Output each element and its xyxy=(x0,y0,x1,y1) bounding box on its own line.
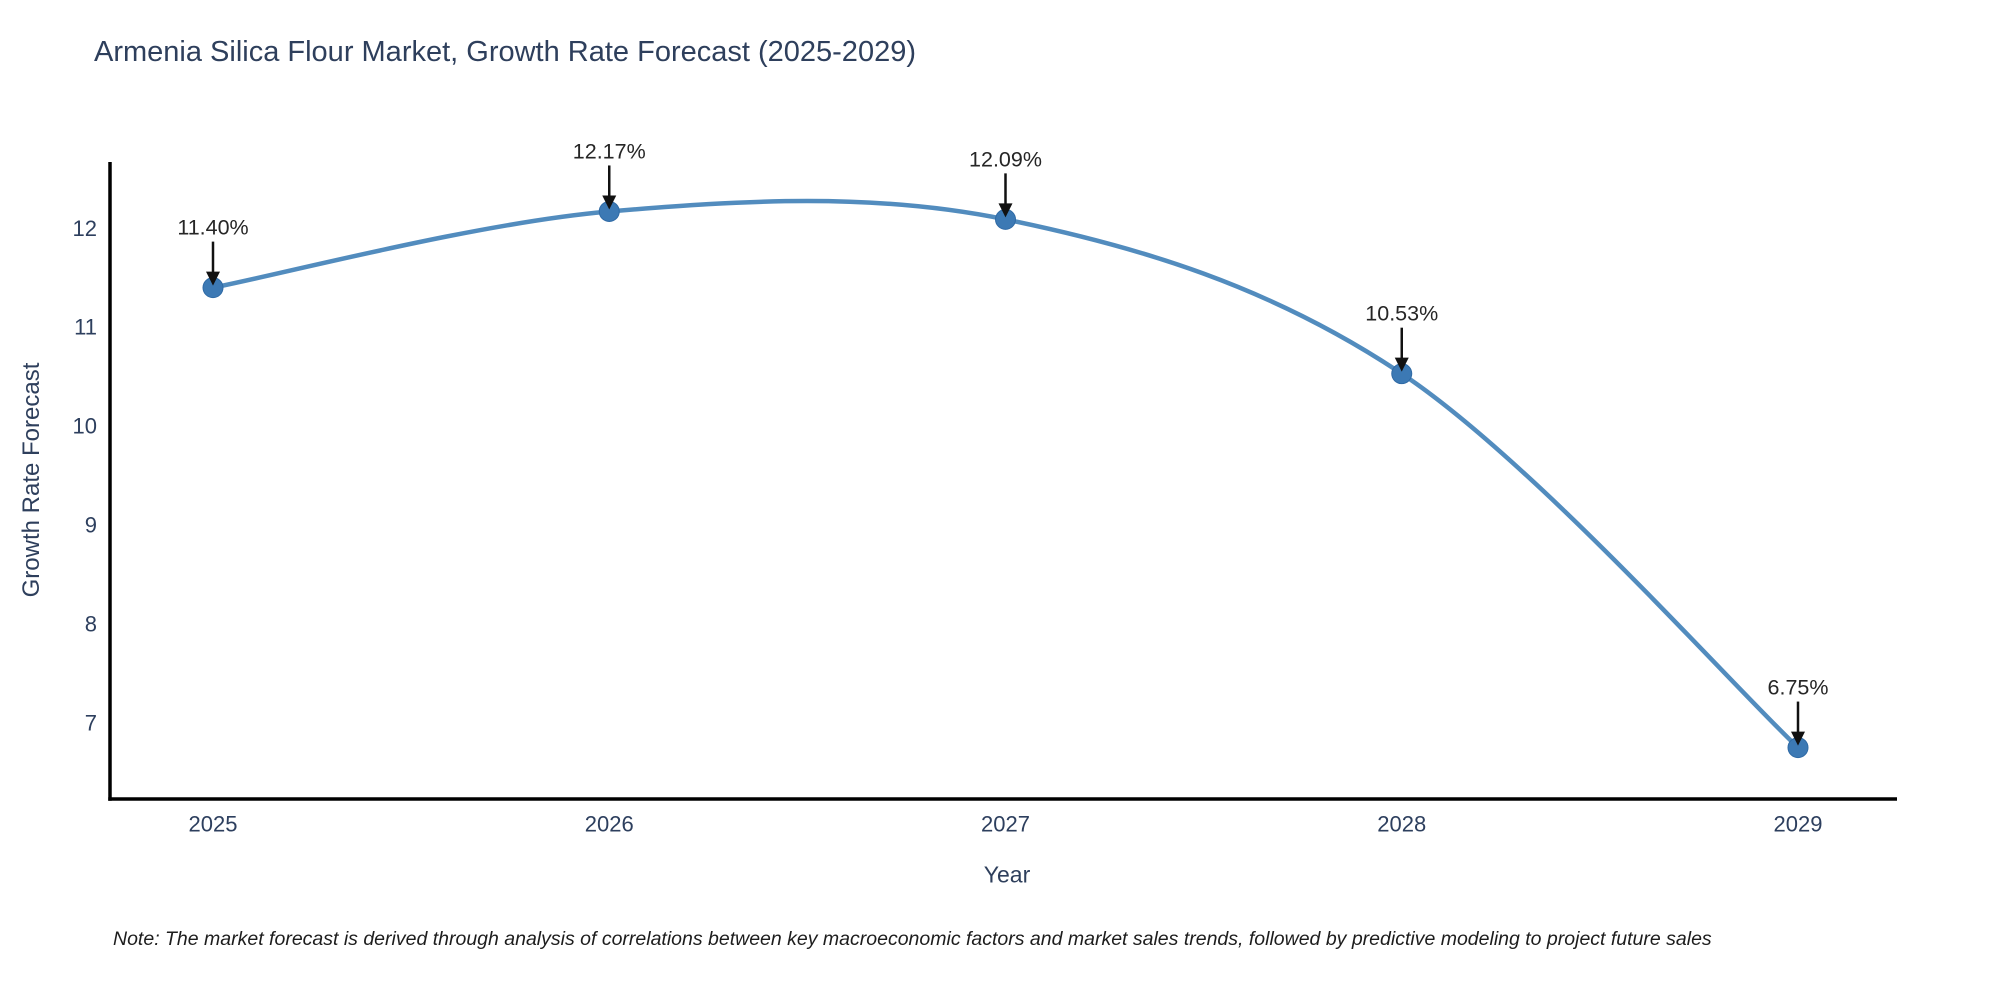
y-tick-label: 12 xyxy=(73,216,97,241)
x-tick-label: 2029 xyxy=(1774,812,1823,837)
y-tick-label: 11 xyxy=(74,315,97,340)
data-point-label: 12.17% xyxy=(573,139,646,163)
forecast-line xyxy=(210,198,1801,750)
x-axis-title: Year xyxy=(983,861,1031,888)
annotation-arrowhead-icon xyxy=(602,195,617,210)
footnote: Note: The market forecast is derived thr… xyxy=(113,928,1712,950)
y-tick-label: 7 xyxy=(85,710,97,735)
annotation-arrowhead-icon xyxy=(1394,357,1409,372)
x-tick-label: 2027 xyxy=(981,812,1030,837)
data-point-label: 11.40% xyxy=(177,216,248,240)
x-tick-label: 2025 xyxy=(189,812,238,837)
annotation-arrowhead-icon xyxy=(206,271,220,286)
x-tick-label: 2028 xyxy=(1377,812,1426,837)
data-point-label: 12.09% xyxy=(969,147,1042,171)
y-tick-label: 8 xyxy=(85,611,97,636)
data-point-label: 6.75% xyxy=(1768,676,1829,700)
data-point-label: 10.53% xyxy=(1365,302,1438,326)
annotation-arrowhead-icon xyxy=(1791,731,1805,746)
chart-title: Armenia Silica Flour Market, Growth Rate… xyxy=(94,36,916,68)
y-tick-label: 9 xyxy=(85,513,97,538)
y-tick-label: 10 xyxy=(73,414,97,439)
x-tick-label: 2026 xyxy=(585,812,634,837)
annotation-arrowhead-icon xyxy=(998,203,1013,218)
